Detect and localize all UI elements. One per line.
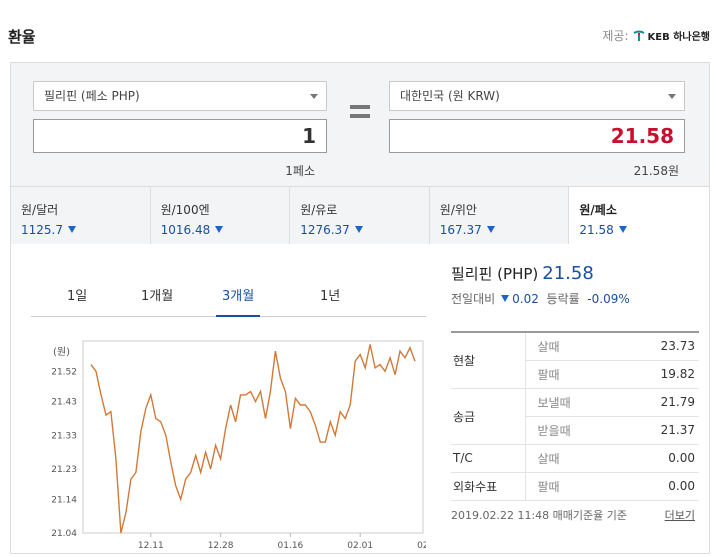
equals-icon <box>350 105 370 119</box>
row-label: 살때 <box>525 444 620 473</box>
keb-logo-icon <box>633 30 645 41</box>
plot-area <box>82 340 424 534</box>
y-tick-label: 21.52 <box>51 367 77 377</box>
current-price: 21.58 <box>542 263 594 284</box>
rate-percent: -0.09% <box>587 292 630 306</box>
rate-name: 원/100엔 <box>160 203 210 217</box>
rate-cny[interactable]: 원/위안 167.37 <box>429 187 570 244</box>
from-amount-unit: 1페소 <box>285 164 315 178</box>
series-line <box>90 344 416 534</box>
rate-name: 원/페소 <box>579 203 617 217</box>
row-value: 0.00 <box>619 444 699 473</box>
tab-3month[interactable]: 3개월 <box>216 285 261 317</box>
y-axis-label: (원) <box>53 346 70 358</box>
rate-jpy[interactable]: 원/100엔 1016.48 <box>150 187 291 244</box>
y-tick-label: 21.33 <box>51 431 77 441</box>
down-arrow-icon <box>501 295 510 302</box>
change-info: 전일대비 0.02 등락률 -0.09% <box>451 290 701 307</box>
table-row: T/C 살때 0.00 <box>451 444 699 473</box>
more-link[interactable]: 더보기 <box>664 509 695 522</box>
from-currency-label: 필리핀 (페소 PHP) <box>44 89 140 103</box>
down-arrow-icon <box>215 226 224 233</box>
table-row: 송금 보낼때 21.79 <box>451 388 699 445</box>
from-currency-select[interactable]: 필리핀 (페소 PHP) <box>33 81 327 111</box>
row-label: 팔때 <box>525 472 620 501</box>
row-value: 21.79 <box>619 388 699 417</box>
group-tc: T/C <box>451 444 526 473</box>
change-value: 0.02 <box>512 292 539 306</box>
group-remit: 송금 <box>451 388 526 445</box>
provider-logo[interactable]: KEB 하나은행 <box>633 28 710 43</box>
converter-panel: 필리핀 (페소 PHP) 1 1페소 대한민국 (원 KRW) 21.58 21… <box>11 63 709 187</box>
x-tick-label: 02.01 <box>347 541 373 549</box>
table-row: 팔때 19.82 <box>451 360 699 389</box>
from-amount-input[interactable]: 1 <box>33 119 327 153</box>
rate-value: 21.58 <box>579 223 709 237</box>
rate-value: 1016.48 <box>161 223 290 237</box>
rate-name: 원/위안 <box>439 203 477 217</box>
down-arrow-icon <box>618 226 627 233</box>
tab-1day[interactable]: 1일 <box>67 289 88 304</box>
x-tick-label: 12.11 <box>138 541 164 549</box>
to-amount-unit: 21.58원 <box>633 164 679 178</box>
down-arrow-icon <box>354 226 363 233</box>
chevron-down-icon <box>668 94 676 99</box>
provider-name: KEB 하나은행 <box>647 32 710 43</box>
currency-summary: 필리핀 (PHP) 21.58 전일대비 0.02 등락률 -0.09% <box>451 263 701 307</box>
row-value: 23.73 <box>619 331 699 361</box>
to-amount-input[interactable]: 21.58 <box>389 119 685 153</box>
rate-name: 원/달러 <box>21 203 59 217</box>
exchange-widget: 필리핀 (페소 PHP) 1 1페소 대한민국 (원 KRW) 21.58 21… <box>10 62 710 554</box>
x-tick-label: 02.22 <box>417 541 426 549</box>
exchange-detail-table: 현찰 살때 23.73 팔때 19.82 송금 보낼때 21.79 받을때 21… <box>451 331 699 501</box>
to-currency-select[interactable]: 대한민국 (원 KRW) <box>389 81 685 111</box>
y-tick-label: 21.14 <box>51 495 77 505</box>
group-check: 외화수표 <box>451 472 526 501</box>
currency-name: 필리핀 (PHP) 21.58 <box>451 263 594 284</box>
x-tick-label: 12.28 <box>208 541 234 549</box>
update-time: 2019.02.22 11:48 매매기준율 기준 <box>451 509 628 522</box>
row-label: 받을때 <box>525 416 620 445</box>
row-label: 살때 <box>525 331 620 361</box>
chevron-down-icon <box>310 94 318 99</box>
table-row: 외화수표 팔때 0.00 <box>451 472 699 501</box>
rate-php[interactable]: 원/페소 21.58 <box>569 187 709 244</box>
rate-name: 원/유로 <box>300 203 338 217</box>
row-label: 팔때 <box>525 360 620 389</box>
change-label: 전일대비 <box>451 292 496 306</box>
rate-value: 167.37 <box>440 223 569 237</box>
period-tabs: 1일 1개월 3개월 1년 <box>31 281 426 317</box>
footer-note: 2019.02.22 11:48 매매기준율 기준 더보기 <box>451 507 699 523</box>
rate-usd[interactable]: 원/달러 1125.7 <box>11 187 151 244</box>
row-value: 19.82 <box>619 360 699 389</box>
tab-1year[interactable]: 1년 <box>320 289 341 304</box>
rate-tabs: 원/달러 1125.7 원/100엔 1016.48 원/유로 1276.37 … <box>11 187 709 244</box>
to-currency-label: 대한민국 (원 KRW) <box>400 89 500 103</box>
table-row: 현찰 살때 23.73 <box>451 331 699 389</box>
rate-eur[interactable]: 원/유로 1276.37 <box>290 187 430 244</box>
group-cash: 현찰 <box>451 331 526 389</box>
row-value: 21.37 <box>619 416 699 445</box>
y-tick-label: 21.43 <box>51 398 77 408</box>
tab-1month[interactable]: 1개월 <box>141 289 174 304</box>
y-tick-label: 21.23 <box>51 465 77 475</box>
row-value: 0.00 <box>619 472 699 501</box>
row-label: 보낼때 <box>525 388 620 417</box>
page-title: 환율 <box>8 28 36 46</box>
down-arrow-icon <box>68 226 76 233</box>
rate-value: 1276.37 <box>300 223 429 237</box>
down-arrow-icon <box>486 226 495 233</box>
rate-label: 등락률 <box>546 292 580 306</box>
provider-info: 제공: KEB 하나은행 <box>602 27 710 44</box>
y-tick-label: 21.04 <box>51 529 77 539</box>
rate-value: 1125.7 <box>21 223 150 237</box>
rate-line-chart: (원) 21.04 21.14 21.23 21.33 21.43 21.52 12.11 12… <box>51 340 426 549</box>
table-row: 받을때 21.37 <box>451 416 699 445</box>
x-tick-label: 01.16 <box>278 541 304 549</box>
provider-label: 제공: <box>602 29 629 43</box>
